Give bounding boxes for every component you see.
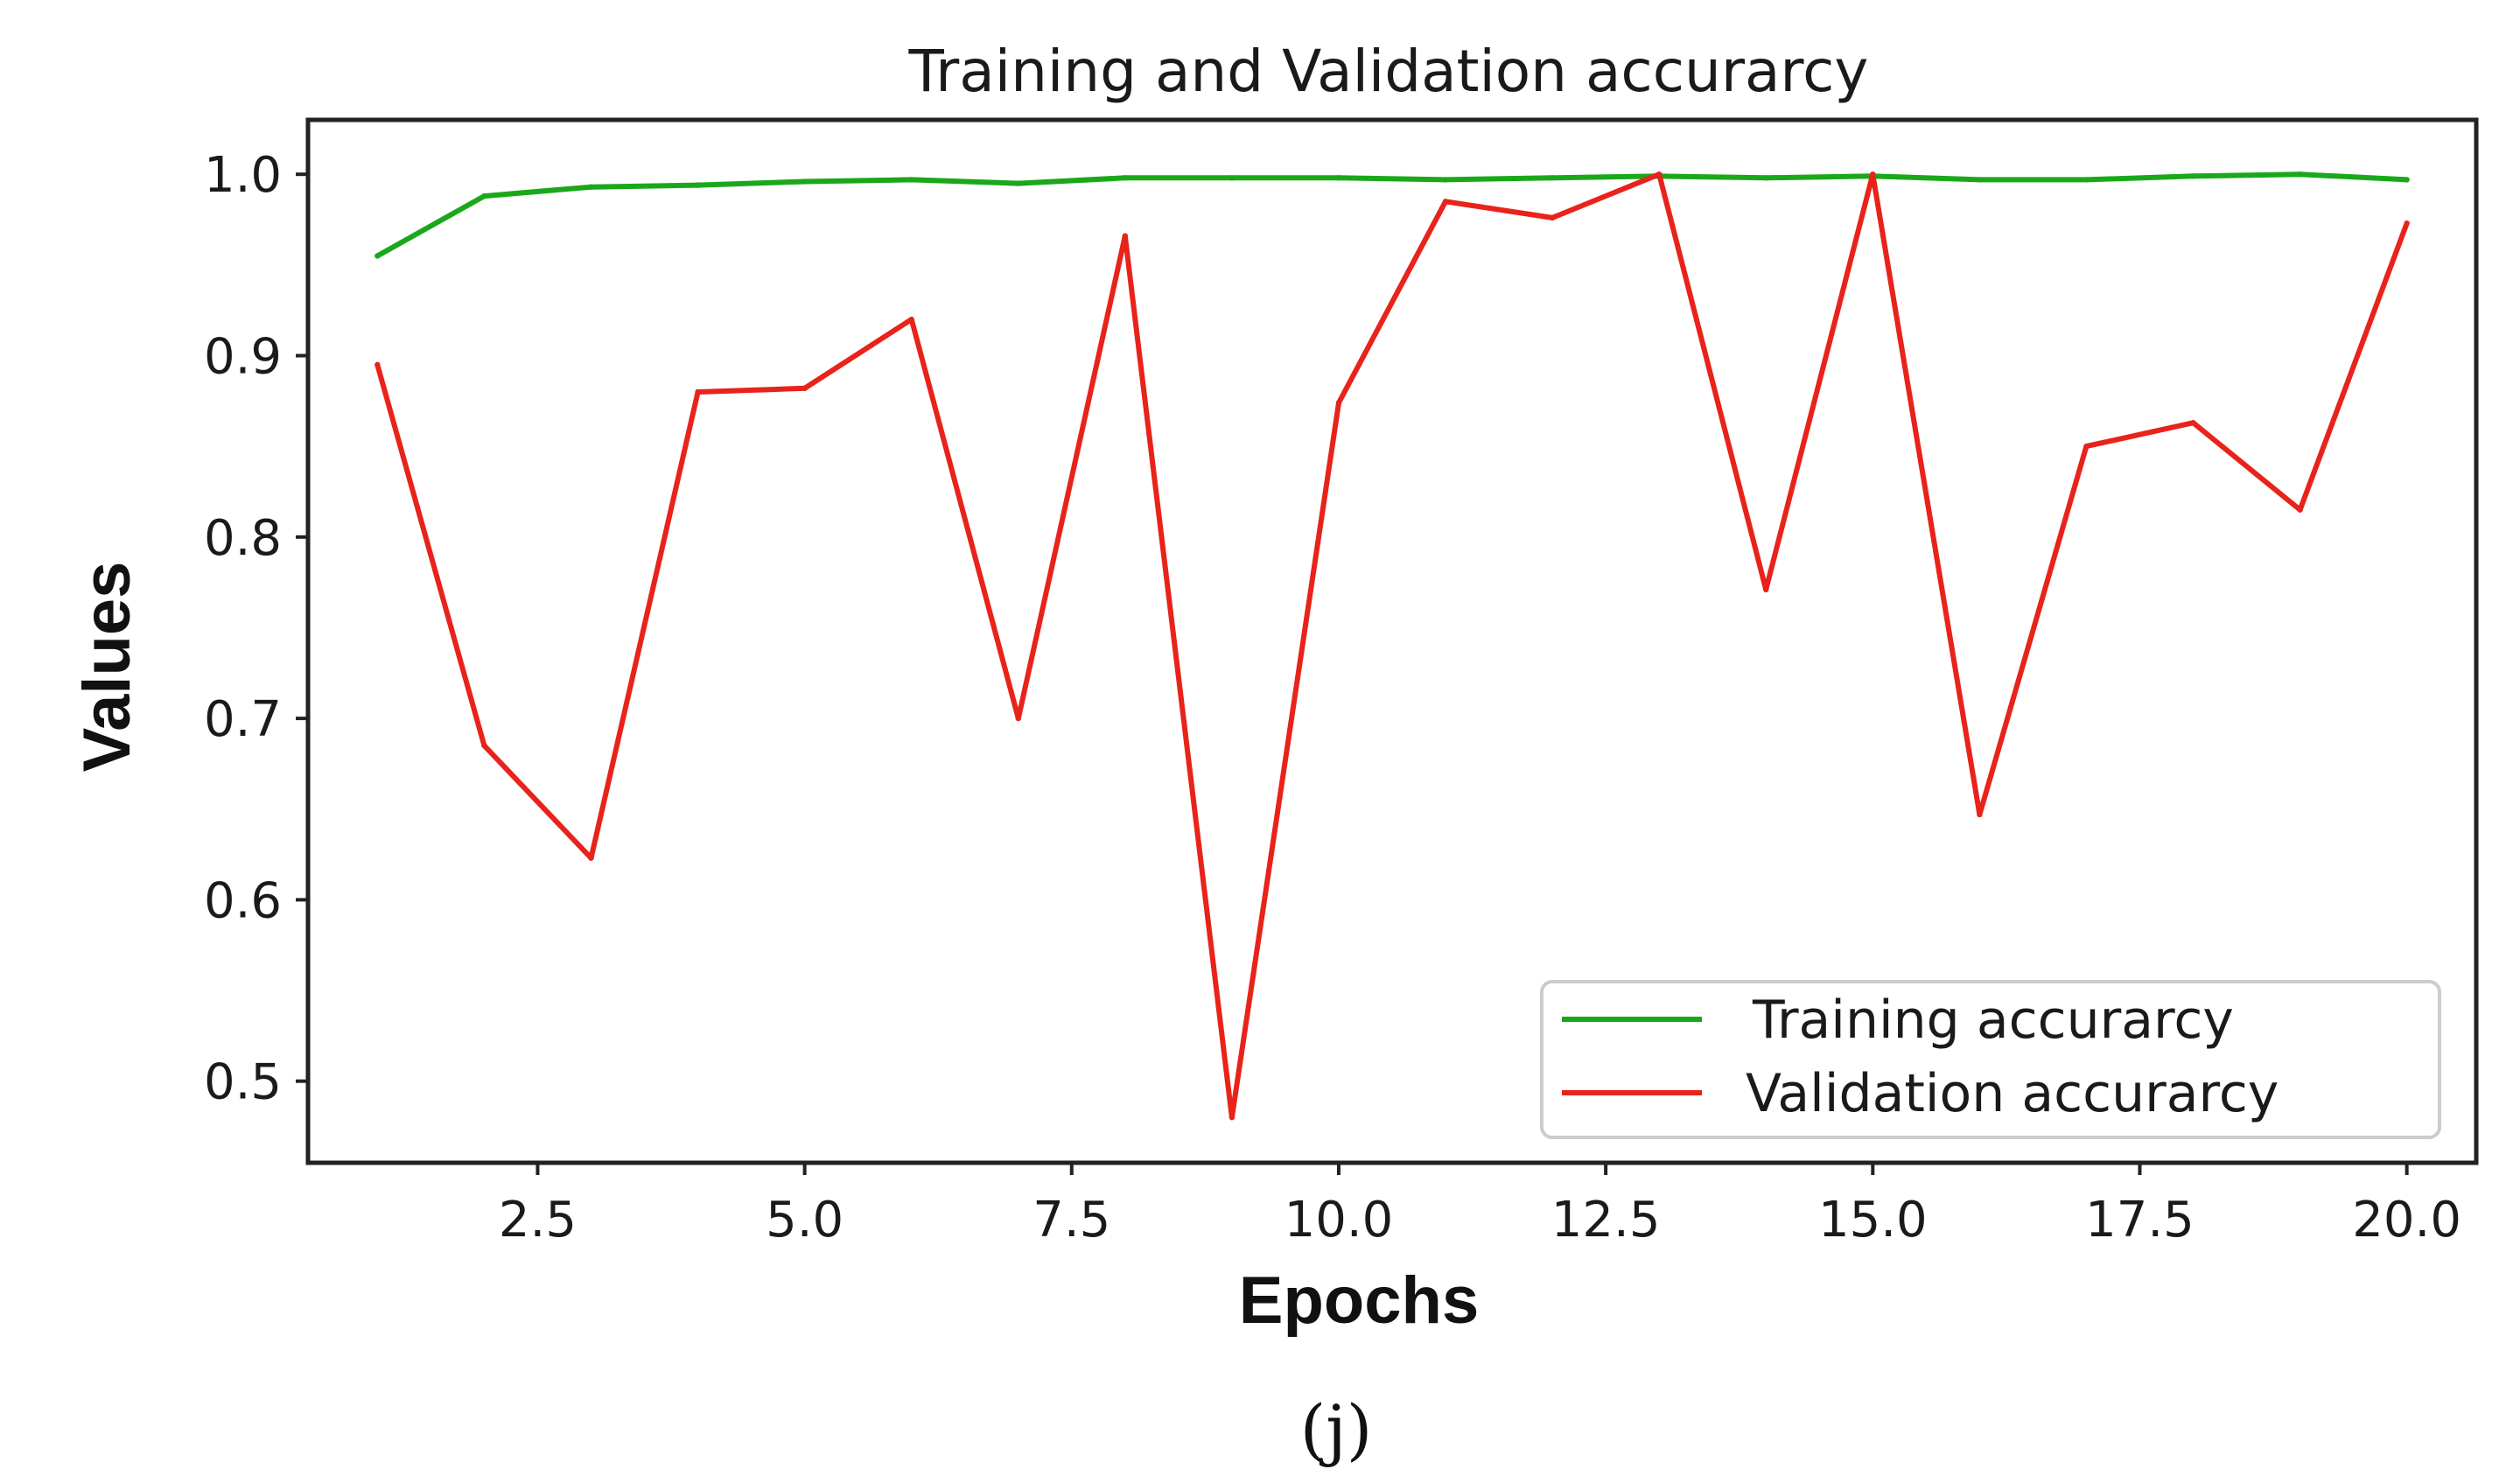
x-tick-label: 7.5 — [1032, 1192, 1110, 1249]
data-point-validation — [374, 361, 381, 368]
y-axis-ticks: 0.5 0.6 0.7 0.8 0.9 1.0 — [204, 147, 308, 1111]
x-axis-ticks: 2.5 5.0 7.5 10.0 12.5 15.0 17.5 20.0 — [499, 1163, 2461, 1249]
x-tick-label: 10.0 — [1284, 1192, 1394, 1249]
legend-box — [1540, 980, 2441, 1139]
data-point-validation — [1656, 171, 1662, 178]
y-tick-label: 0.9 — [204, 328, 282, 385]
data-point-training — [802, 178, 808, 185]
data-point-validation — [1870, 171, 1876, 178]
x-tick-label: 12.5 — [1551, 1192, 1661, 1249]
data-point-validation — [1763, 586, 1769, 593]
x-tick-label: 17.5 — [2085, 1192, 2194, 1249]
legend-label-validation: Validation accurarcy — [1746, 1063, 2278, 1124]
legend: Training accurarcy Validation accurarcy — [1540, 980, 2441, 1139]
data-point-validation — [2404, 220, 2410, 227]
data-point-validation — [802, 385, 808, 392]
data-point-training — [481, 192, 487, 199]
data-point-training — [1442, 177, 1449, 183]
y-tick-label: 0.8 — [204, 510, 282, 567]
data-point-validation — [1442, 199, 1449, 205]
data-point-training — [1335, 175, 1342, 181]
data-point-validation — [588, 855, 594, 861]
data-point-training — [908, 177, 914, 183]
y-tick-label: 0.5 — [204, 1054, 282, 1111]
data-point-training — [374, 253, 381, 259]
y-tick-label: 0.6 — [204, 872, 282, 929]
data-point-training — [588, 184, 594, 190]
x-tick-label: 20.0 — [2352, 1192, 2461, 1249]
series-line-training — [374, 171, 2410, 259]
data-point-training — [1977, 177, 1983, 183]
y-tick-label: 0.7 — [204, 691, 282, 748]
data-point-validation — [2083, 443, 2090, 450]
data-point-training — [1122, 175, 1129, 181]
data-point-training — [1228, 175, 1236, 181]
data-point-validation — [2297, 507, 2303, 513]
data-point-training — [1015, 180, 1021, 186]
x-tick-label: 5.0 — [766, 1192, 844, 1249]
data-point-training — [1549, 175, 1556, 181]
data-point-validation — [1977, 811, 1983, 818]
data-point-training — [2190, 173, 2196, 179]
data-point-validation — [908, 316, 914, 323]
figure-caption: (j) — [1300, 1390, 1373, 1468]
y-tick-label: 1.0 — [204, 147, 282, 204]
data-point-training — [2083, 177, 2090, 183]
legend-label-training: Training accurarcy — [1752, 990, 2234, 1051]
data-point-validation — [481, 743, 487, 749]
series-line-validation — [374, 171, 2410, 1121]
y-axis-label: Values — [70, 562, 144, 773]
data-point-validation — [1549, 214, 1556, 221]
data-point-training — [1763, 175, 1769, 181]
data-point-training — [695, 182, 701, 188]
data-point-validation — [1015, 715, 1021, 722]
chart-title: Training and Validation accurarcy — [908, 38, 1869, 105]
x-axis-label: Epochs — [1239, 1263, 1480, 1338]
data-point-validation — [695, 388, 701, 395]
data-point-validation — [2190, 419, 2196, 426]
series-lines — [374, 171, 2410, 1121]
x-tick-label: 2.5 — [499, 1192, 577, 1249]
data-point-validation — [1122, 233, 1129, 239]
data-point-training — [2404, 177, 2410, 183]
data-point-training — [2297, 171, 2303, 178]
x-tick-label: 15.0 — [1818, 1192, 1928, 1249]
data-point-validation — [1335, 400, 1342, 406]
data-point-validation — [1228, 1114, 1236, 1121]
